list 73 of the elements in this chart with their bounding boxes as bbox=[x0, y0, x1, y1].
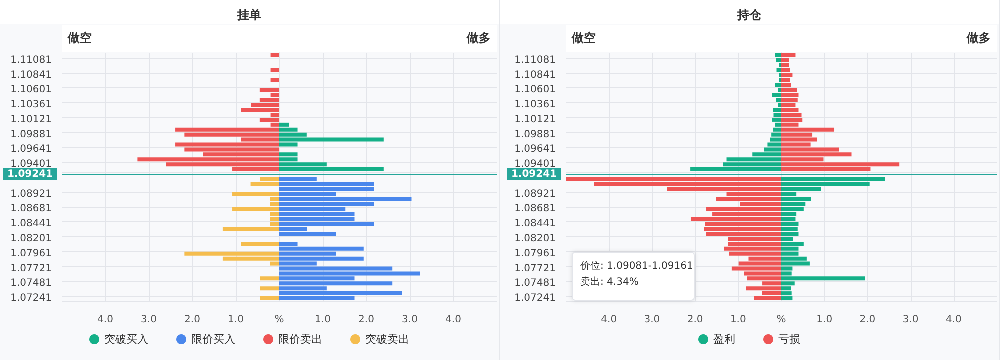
x-tick-label: 1.0 bbox=[816, 314, 833, 326]
y-tick-label: 1.10361 bbox=[514, 100, 556, 111]
x-tick-label: 1.0 bbox=[730, 314, 746, 326]
y-tick-label: 1.08201 bbox=[10, 234, 52, 244]
y-tick-label: 1.07721 bbox=[514, 263, 556, 274]
y-tick-label: 1.09401 bbox=[10, 159, 52, 170]
annotation: 卖出: 4.34% bbox=[580, 276, 639, 288]
legend-label: 突破买入 bbox=[104, 333, 148, 346]
x-tick-label: 1.0 bbox=[315, 314, 331, 326]
y-tick-label: 1.08441 bbox=[10, 218, 52, 230]
y-tick-label: 1.08441 bbox=[514, 218, 556, 230]
y-tick-label: 1.10361 bbox=[10, 100, 52, 111]
y-tick-label: 1.11081 bbox=[10, 54, 52, 66]
bar bbox=[270, 53, 280, 58]
x-tick-label: 2.0 bbox=[358, 314, 374, 326]
y-tick-label: 1.07241 bbox=[514, 293, 556, 304]
annotation: 价位: 1.09081-1.09161 bbox=[580, 260, 694, 272]
x-tick-label: 3.0 bbox=[402, 314, 418, 326]
y-tick-label: 1.07961 bbox=[10, 248, 52, 260]
x-tick-label: 4.0 bbox=[601, 314, 618, 326]
y-tick-label: 1.09881 bbox=[514, 129, 556, 140]
bar bbox=[260, 296, 280, 301]
x-tick-label: % bbox=[776, 314, 786, 326]
chart-title: 持仓 bbox=[736, 8, 762, 22]
y-tick-label: 1.07961 bbox=[514, 248, 556, 260]
text: 做多 bbox=[466, 31, 491, 45]
y-tick-label: 1.09241 bbox=[7, 169, 54, 180]
y-tick-label: 1.10601 bbox=[10, 84, 52, 96]
x-tick-label: 2.0 bbox=[687, 314, 704, 326]
x-tick-label: 3.0 bbox=[644, 314, 660, 326]
x-tick-label: 1.0 bbox=[228, 314, 244, 326]
legend-label: 亏损 bbox=[778, 333, 800, 346]
y-tick-label: 1.08681 bbox=[514, 204, 556, 215]
bar bbox=[260, 276, 280, 281]
y-tick-label: 1.10841 bbox=[514, 70, 556, 81]
legend-label: 盈利 bbox=[714, 333, 736, 346]
x-tick-label: 3.0 bbox=[902, 314, 919, 326]
legend-label: 限价买入 bbox=[192, 333, 236, 346]
bar bbox=[241, 242, 280, 246]
y-tick-label: 1.09641 bbox=[514, 144, 556, 156]
y-tick-label: 1.08681 bbox=[10, 204, 52, 215]
y-tick-label: 1.10121 bbox=[514, 114, 556, 126]
legend-label: 限价卖出 bbox=[278, 333, 322, 346]
bar bbox=[270, 78, 280, 82]
x-tick-label: 4.0 bbox=[446, 314, 462, 326]
x-tick-label: 2.0 bbox=[184, 314, 200, 326]
y-tick-label: 1.07721 bbox=[10, 263, 52, 274]
y-tick-label: 1.08201 bbox=[514, 234, 556, 244]
x-tick-label: 4.0 bbox=[946, 314, 962, 326]
chart-title: 挂单 bbox=[236, 8, 262, 22]
y-tick-label: 1.11081 bbox=[514, 54, 556, 66]
legend-label: 突破卖出 bbox=[366, 333, 410, 346]
y-tick-label: 1.07241 bbox=[10, 293, 52, 304]
y-tick-label: 1.07481 bbox=[514, 278, 556, 290]
x-tick-label: 3.0 bbox=[141, 314, 157, 326]
y-tick-label: 1.09881 bbox=[10, 129, 52, 140]
text: 做空 bbox=[67, 31, 92, 45]
y-tick-label: 1.10601 bbox=[514, 84, 556, 96]
x-tick-label: 4.0 bbox=[98, 314, 114, 326]
y-tick-label: 1.08921 bbox=[514, 188, 556, 200]
x-tick-label: % bbox=[274, 314, 284, 326]
text: 做空 bbox=[571, 31, 596, 45]
text: 做多 bbox=[966, 31, 991, 45]
y-tick-label: 1.10121 bbox=[10, 114, 52, 126]
bar bbox=[270, 68, 280, 72]
bar bbox=[260, 286, 280, 291]
y-tick-label: 1.10841 bbox=[10, 70, 52, 81]
y-tick-label: 1.08921 bbox=[10, 188, 52, 200]
y-tick-label: 1.07481 bbox=[10, 278, 52, 290]
y-tick-label: 1.09641 bbox=[10, 144, 52, 156]
x-tick-label: 2.0 bbox=[860, 314, 876, 326]
y-tick-label: 1.09241 bbox=[511, 169, 558, 180]
y-tick-label: 1.09401 bbox=[514, 159, 556, 170]
